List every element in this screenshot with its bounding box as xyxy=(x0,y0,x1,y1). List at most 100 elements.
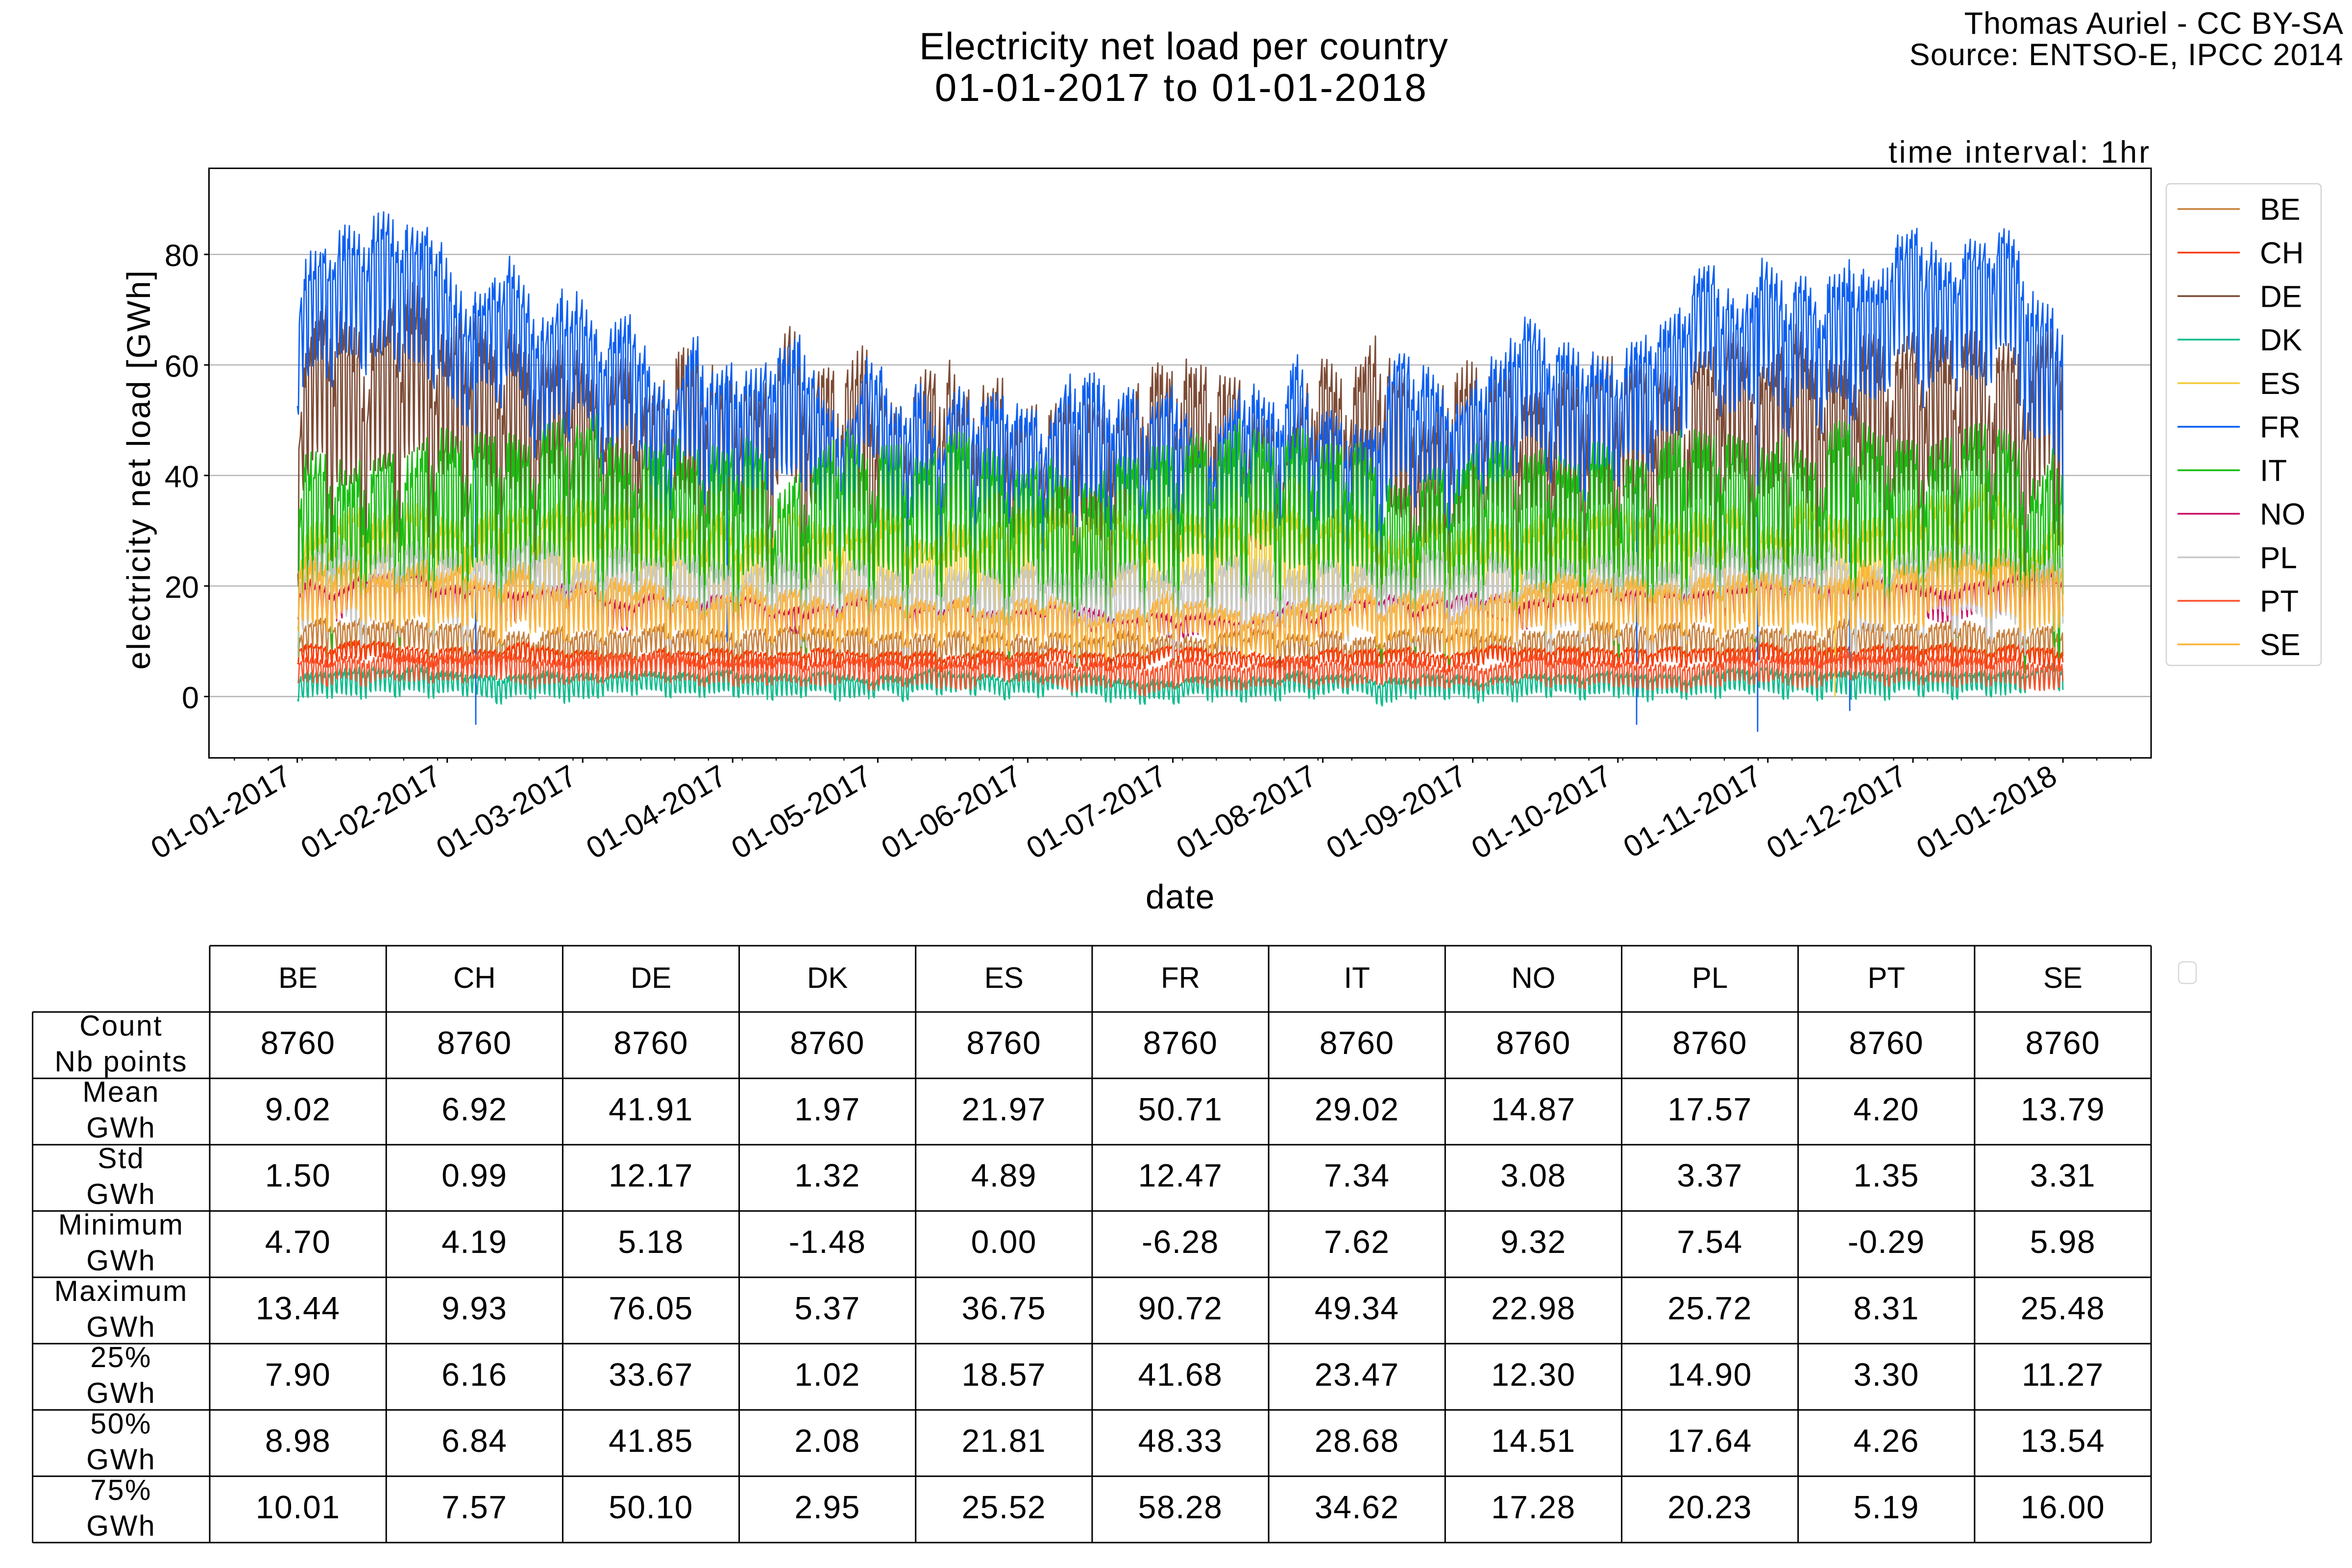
svg-text:CH: CH xyxy=(2260,237,2304,270)
svg-text:12.17: 12.17 xyxy=(609,1157,693,1194)
svg-text:0: 0 xyxy=(182,681,199,715)
svg-text:-1.48: -1.48 xyxy=(789,1224,866,1260)
svg-text:49.34: 49.34 xyxy=(1315,1290,1399,1326)
svg-text:25%: 25% xyxy=(90,1341,152,1373)
svg-text:8760: 8760 xyxy=(1496,1025,1571,1061)
svg-text:9.32: 9.32 xyxy=(1500,1224,1566,1260)
svg-text:22.98: 22.98 xyxy=(1491,1290,1576,1326)
svg-text:-6.28: -6.28 xyxy=(1142,1224,1219,1260)
svg-text:7.57: 7.57 xyxy=(441,1489,507,1525)
svg-text:11.27: 11.27 xyxy=(2022,1356,2104,1393)
svg-text:FR: FR xyxy=(2260,411,2301,444)
svg-text:8760: 8760 xyxy=(2025,1025,2100,1061)
svg-text:DE: DE xyxy=(631,961,671,994)
svg-text:3.31: 3.31 xyxy=(2030,1157,2096,1194)
svg-text:25.52: 25.52 xyxy=(961,1489,1046,1525)
svg-text:6.92: 6.92 xyxy=(441,1091,507,1127)
svg-text:3.37: 3.37 xyxy=(1677,1157,1742,1194)
svg-text:ES: ES xyxy=(2260,367,2301,401)
svg-text:7.62: 7.62 xyxy=(1324,1224,1390,1260)
svg-text:76.05: 76.05 xyxy=(609,1290,693,1326)
svg-text:50.10: 50.10 xyxy=(609,1489,693,1525)
svg-text:8760: 8760 xyxy=(1849,1025,1924,1061)
svg-text:8.98: 8.98 xyxy=(265,1422,331,1459)
svg-text:8760: 8760 xyxy=(1320,1025,1395,1061)
svg-text:PT: PT xyxy=(1867,961,1905,994)
svg-text:41.68: 41.68 xyxy=(1138,1356,1223,1393)
svg-text:1.02: 1.02 xyxy=(794,1356,860,1393)
svg-text:60: 60 xyxy=(165,349,199,384)
svg-text:GWh: GWh xyxy=(86,1510,156,1542)
svg-text:2.95: 2.95 xyxy=(794,1489,860,1525)
svg-text:7.90: 7.90 xyxy=(265,1356,331,1393)
svg-text:58.28: 58.28 xyxy=(1138,1489,1223,1525)
svg-text:50%: 50% xyxy=(90,1407,152,1440)
svg-text:13.54: 13.54 xyxy=(2021,1422,2106,1459)
svg-text:Maximum: Maximum xyxy=(54,1275,188,1307)
svg-text:Thomas Auriel - CC BY-SA: Thomas Auriel - CC BY-SA xyxy=(1964,6,2344,41)
svg-text:80: 80 xyxy=(165,239,199,273)
svg-text:GWh: GWh xyxy=(86,1112,156,1144)
svg-text:7.34: 7.34 xyxy=(1324,1157,1390,1194)
svg-text:4.19: 4.19 xyxy=(441,1224,507,1260)
svg-text:FR: FR xyxy=(1161,961,1200,994)
svg-text:12.30: 12.30 xyxy=(1491,1356,1576,1393)
svg-text:time interval: 1hr: time interval: 1hr xyxy=(1888,135,2151,170)
svg-text:2.08: 2.08 xyxy=(794,1422,860,1459)
svg-text:Std: Std xyxy=(98,1142,145,1175)
svg-text:GWh: GWh xyxy=(86,1443,156,1475)
svg-text:date: date xyxy=(1146,878,1215,916)
svg-text:GWh: GWh xyxy=(86,1311,156,1343)
svg-text:17.64: 17.64 xyxy=(1667,1422,1752,1459)
svg-text:Minimum: Minimum xyxy=(58,1208,184,1241)
svg-text:PL: PL xyxy=(2260,541,2297,575)
svg-text:36.75: 36.75 xyxy=(961,1290,1046,1326)
svg-text:4.20: 4.20 xyxy=(1853,1091,1919,1127)
svg-text:NO: NO xyxy=(1511,961,1555,994)
svg-text:01-01-2017 to 01-01-2018: 01-01-2017 to 01-01-2018 xyxy=(935,66,1428,109)
svg-text:8760: 8760 xyxy=(790,1025,865,1061)
svg-text:8760: 8760 xyxy=(437,1025,512,1061)
svg-text:CH: CH xyxy=(453,961,496,994)
svg-text:13.44: 13.44 xyxy=(256,1290,341,1326)
svg-text:25.48: 25.48 xyxy=(2021,1290,2106,1326)
svg-text:5.98: 5.98 xyxy=(2030,1224,2096,1260)
svg-text:GWh: GWh xyxy=(86,1244,156,1276)
svg-text:Count: Count xyxy=(79,1009,163,1042)
svg-text:12.47: 12.47 xyxy=(1138,1157,1223,1194)
svg-text:17.57: 17.57 xyxy=(1667,1091,1752,1127)
svg-text:10.01: 10.01 xyxy=(256,1489,341,1525)
svg-text:17.28: 17.28 xyxy=(1491,1489,1576,1525)
svg-text:1.35: 1.35 xyxy=(1853,1157,1919,1194)
svg-text:GWh: GWh xyxy=(86,1178,156,1210)
svg-text:3.08: 3.08 xyxy=(1500,1157,1566,1194)
svg-text:8760: 8760 xyxy=(613,1025,688,1061)
svg-text:Nb points: Nb points xyxy=(54,1045,188,1078)
svg-text:7.54: 7.54 xyxy=(1677,1224,1742,1260)
svg-text:IT: IT xyxy=(1344,961,1370,994)
svg-text:IT: IT xyxy=(2260,454,2287,488)
svg-text:41.85: 41.85 xyxy=(609,1422,693,1459)
svg-text:PT: PT xyxy=(2260,585,2299,618)
svg-text:9.93: 9.93 xyxy=(441,1290,507,1326)
svg-text:8760: 8760 xyxy=(261,1025,336,1061)
svg-text:1.32: 1.32 xyxy=(794,1157,860,1194)
svg-text:20: 20 xyxy=(165,570,199,605)
svg-text:6.16: 6.16 xyxy=(441,1356,507,1393)
svg-text:25.72: 25.72 xyxy=(1667,1290,1752,1326)
svg-text:4.26: 4.26 xyxy=(1853,1422,1919,1459)
svg-text:4.70: 4.70 xyxy=(265,1224,331,1260)
svg-text:48.33: 48.33 xyxy=(1138,1422,1223,1459)
svg-text:28.68: 28.68 xyxy=(1315,1422,1399,1459)
svg-text:Mean: Mean xyxy=(82,1076,160,1108)
svg-text:50.71: 50.71 xyxy=(1138,1091,1223,1127)
svg-text:90.72: 90.72 xyxy=(1138,1290,1223,1326)
svg-text:20.23: 20.23 xyxy=(1667,1489,1752,1525)
svg-text:BE: BE xyxy=(278,961,318,994)
svg-text:14.51: 14.51 xyxy=(1491,1422,1576,1459)
svg-text:electricity net load [GWh]: electricity net load [GWh] xyxy=(121,269,157,670)
svg-text:DK: DK xyxy=(807,961,848,994)
svg-text:33.67: 33.67 xyxy=(609,1356,693,1393)
svg-text:Source: ENTSO-E, IPCC 2014: Source: ENTSO-E, IPCC 2014 xyxy=(1910,38,2344,72)
svg-text:21.81: 21.81 xyxy=(961,1422,1046,1459)
